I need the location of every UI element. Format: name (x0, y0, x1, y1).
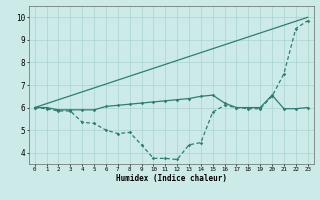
X-axis label: Humidex (Indice chaleur): Humidex (Indice chaleur) (116, 174, 227, 183)
